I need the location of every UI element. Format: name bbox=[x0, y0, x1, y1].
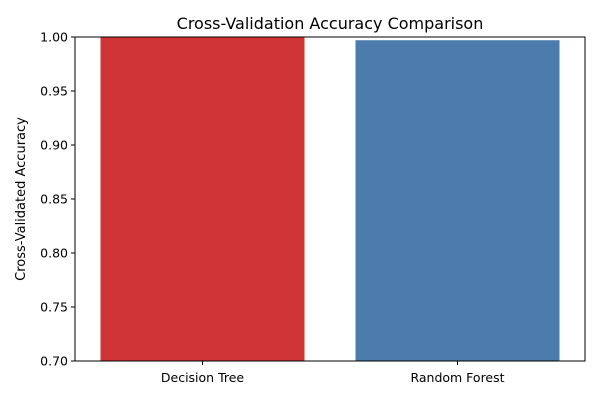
x-tick-label: Random Forest bbox=[410, 370, 504, 385]
chart-title: Cross-Validation Accuracy Comparison bbox=[177, 14, 484, 33]
y-axis-ticks: 0.70 0.75 0.80 0.85 0.90 0.95 1.00 bbox=[40, 30, 75, 369]
y-axis-title: Cross-Validated Accuracy bbox=[14, 117, 29, 281]
bars bbox=[100, 37, 560, 362]
y-tick-label: 0.90 bbox=[40, 138, 68, 153]
y-tick-label: 1.00 bbox=[40, 30, 68, 45]
x-tick-label: Decision Tree bbox=[161, 370, 245, 385]
y-tick-label: 0.85 bbox=[40, 192, 68, 207]
y-tick-label: 0.80 bbox=[40, 246, 68, 261]
x-axis-ticks: Decision Tree Random Forest bbox=[161, 361, 505, 385]
bar-decision-tree bbox=[100, 37, 305, 361]
y-tick-label: 0.70 bbox=[40, 354, 68, 369]
bar-random-forest bbox=[355, 40, 560, 362]
y-tick-label: 0.75 bbox=[40, 300, 68, 315]
y-tick-label: 0.95 bbox=[40, 84, 68, 99]
